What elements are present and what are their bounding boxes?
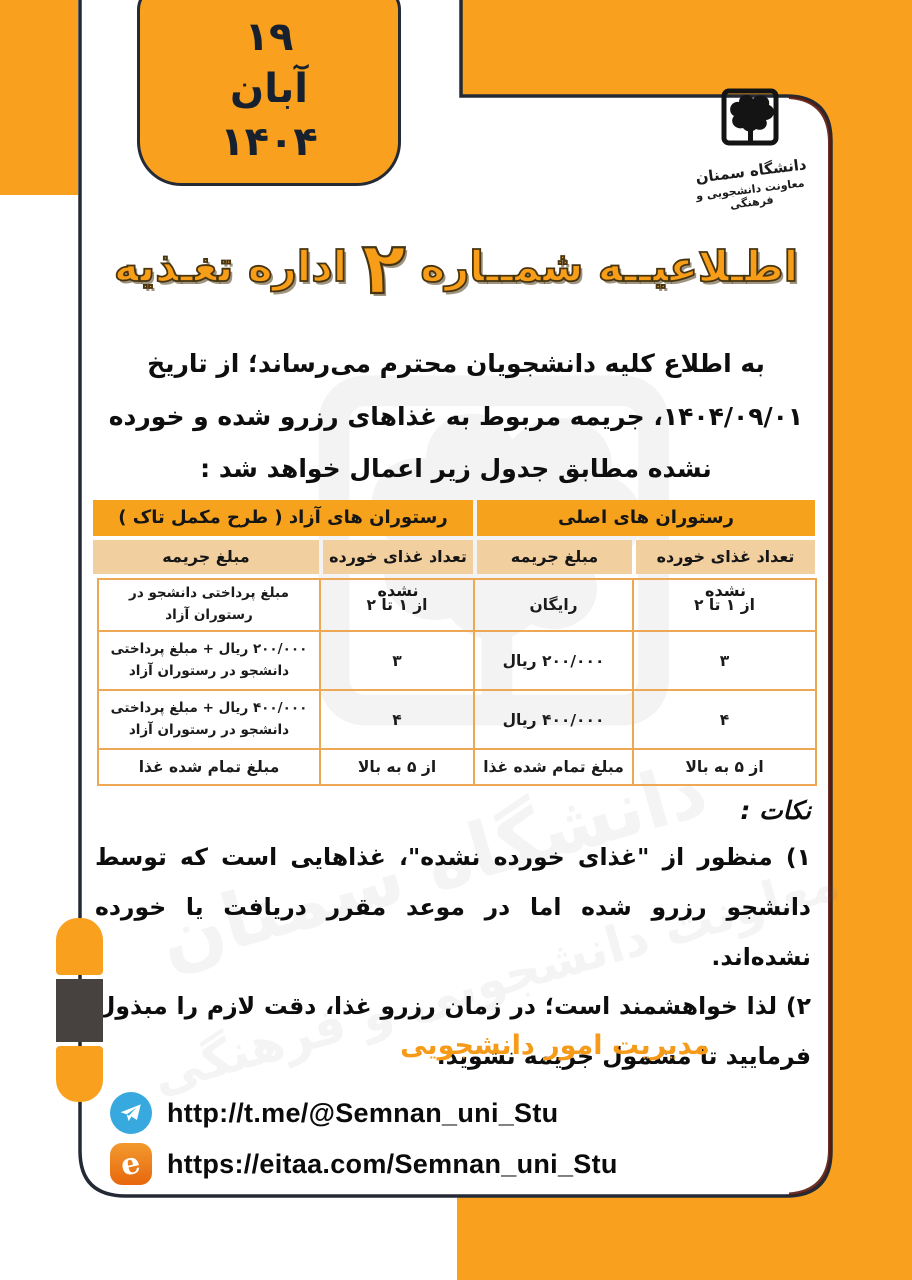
group-header-free-restaurants: رستوران های آزاد ( طرح مکمل تاک ) [93,500,473,536]
cell: رایگان [473,578,634,632]
university-emblem-icon [721,88,779,146]
cell: ۴۰۰/۰۰۰ ریال [473,689,634,750]
social-links: http://t.me/@Semnan_uni_Stu e https://ei… [110,1092,618,1185]
table-row: ۳ ۲۰۰/۰۰۰ ریال ۳ ۲۰۰/۰۰۰ ریال + مبلغ پرد… [97,630,817,691]
title-part1: اطـلاعیــه شمــاره [419,241,799,292]
group-header-main-restaurants: رستوران های اصلی [477,500,815,536]
date-day: ۱۹ [244,13,294,60]
table-row: ۴ ۴۰۰/۰۰۰ ریال ۴ ۴۰۰/۰۰۰ ریال + مبلغ پرد… [97,689,817,750]
cell: ۴ [319,689,475,750]
cell: از ۱ تا ۲ [319,578,475,632]
title-number: ۲ [361,225,407,311]
telegram-link[interactable]: http://t.me/@Semnan_uni_Stu [110,1092,618,1134]
fines-table: از ۱ تا ۲ رایگان از ۱ تا ۲ مبلغ پرداختی … [97,578,817,786]
cell: از ۱ تا ۲ [632,578,817,632]
notes-section: نکات : ۱) منظور از "غذای خورده نشده"، غذ… [95,796,811,1082]
note-item-1: ۱) منظور از "غذای خورده نشده"، غذاهایی ا… [95,843,811,971]
left-pill-decoration [56,918,103,1102]
cell: ۳ [319,630,475,691]
notes-heading: نکات : [740,796,811,825]
cell: ۴ [632,689,817,750]
col-header: مبلغ جریمه [93,540,319,574]
date-month: آبان [230,66,308,113]
title-part2: اداره تغـذیه [113,241,348,292]
university-logo: دانشگاه سمنان معاونت دانشجویی و فرهنگی [688,86,814,212]
cell: ۴۰۰/۰۰۰ ریال + مبلغ پرداختی دانشجو در رس… [97,689,321,750]
note-item-2: ۲) لذا خواهشمند است؛ در زمان رزرو غذا، د… [95,992,811,1071]
col-header: مبلغ جریمه [477,540,632,574]
table-row: از ۱ تا ۲ رایگان از ۱ تا ۲ مبلغ پرداختی … [97,578,817,632]
col-header: تعداد غذای خورده نشده [323,540,473,600]
cell: از ۵ به بالا [632,748,817,786]
cell: ۲۰۰/۰۰۰ ریال [473,630,634,691]
signature: مدیریت امور دانشجویی [400,1030,710,1061]
cell: از ۵ به بالا [319,748,475,786]
telegram-url[interactable]: http://t.me/@Semnan_uni_Stu [167,1097,559,1128]
eitaa-url[interactable]: https://eitaa.com/Semnan_uni_Stu [167,1148,618,1179]
date-badge: ۱۹ آبان ۱۴۰۴ [137,0,401,186]
intro-paragraph: به اطلاع کلیه دانشجویان محترم می‌رساند؛ … [108,349,804,483]
cell: ۲۰۰/۰۰۰ ریال + مبلغ پرداختی دانشجو در رس… [97,630,321,691]
table-row: از ۵ به بالا مبلغ تمام شده غذا از ۵ به ب… [97,748,817,786]
telegram-icon [110,1092,152,1134]
page-title: اطـلاعیــه شمــاره ۲ اداره تغـذیه [80,225,832,311]
col-header: تعداد غذای خورده نشده [636,540,815,600]
eitaa-icon: e [110,1143,152,1185]
cell: مبلغ تمام شده غذا [473,748,634,786]
cell: ۳ [632,630,817,691]
fines-table-header: رستوران های اصلی رستوران های آزاد ( طرح … [93,500,815,600]
date-year: ۱۴۰۴ [220,119,318,166]
eitaa-link[interactable]: e https://eitaa.com/Semnan_uni_Stu [110,1143,618,1185]
cell: مبلغ پرداختی دانشجو در رستوران آزاد [97,578,321,632]
cell: مبلغ تمام شده غذا [97,748,321,786]
